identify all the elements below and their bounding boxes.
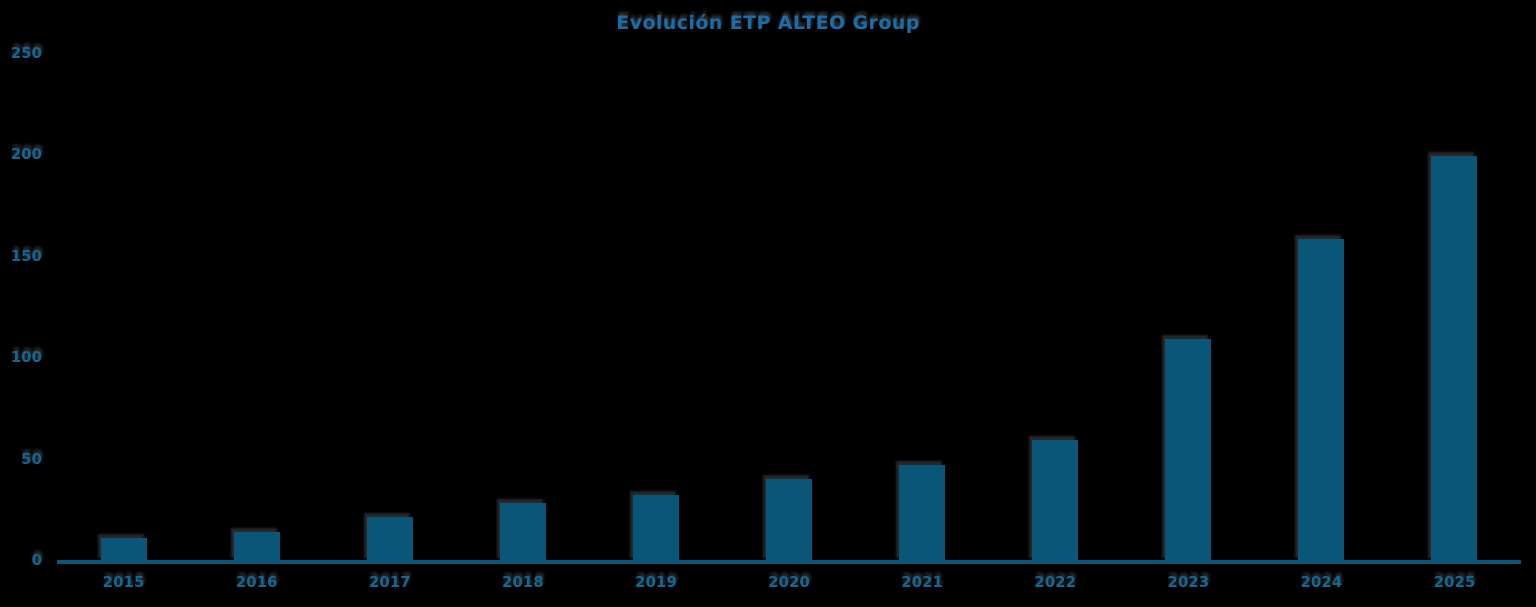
bar-2022 — [1032, 440, 1079, 562]
x-tick-label: 2020 — [768, 573, 810, 591]
bar-2015 — [100, 537, 147, 562]
y-tick-label: 50 — [21, 449, 42, 468]
y-tick-label: 0 — [31, 551, 42, 569]
x-tick-label: 2023 — [1167, 573, 1210, 591]
y-tick-label: 250 — [10, 43, 42, 62]
bar-2023 — [1165, 338, 1212, 562]
bar-2018 — [499, 503, 546, 562]
x-tick-label: 2018 — [501, 573, 544, 591]
x-tick-label: 2021 — [901, 573, 943, 591]
bar-2025 — [1431, 156, 1478, 562]
bar-2021 — [899, 464, 946, 562]
chart-title: Evolución ETP ALTEO Group — [616, 12, 920, 34]
y-tick-label: 100 — [10, 348, 42, 366]
y-tick-label: 150 — [10, 246, 42, 265]
bar-2024 — [1298, 239, 1345, 562]
x-tick-label: 2016 — [235, 573, 278, 591]
y-tick-label: 200 — [10, 145, 42, 163]
x-tick-label: 2022 — [1034, 573, 1077, 591]
x-tick-label: 2024 — [1300, 573, 1343, 591]
x-tick-label: 2025 — [1433, 573, 1476, 591]
x-tick-label: 2015 — [102, 573, 145, 591]
bar-2017 — [366, 517, 413, 562]
x-axis-line — [57, 560, 1521, 564]
bar-2019 — [632, 495, 679, 562]
x-tick-label: 2017 — [368, 573, 411, 591]
bar-2020 — [766, 478, 812, 562]
x-tick-label: 2019 — [635, 573, 677, 591]
bar-2016 — [233, 531, 280, 562]
